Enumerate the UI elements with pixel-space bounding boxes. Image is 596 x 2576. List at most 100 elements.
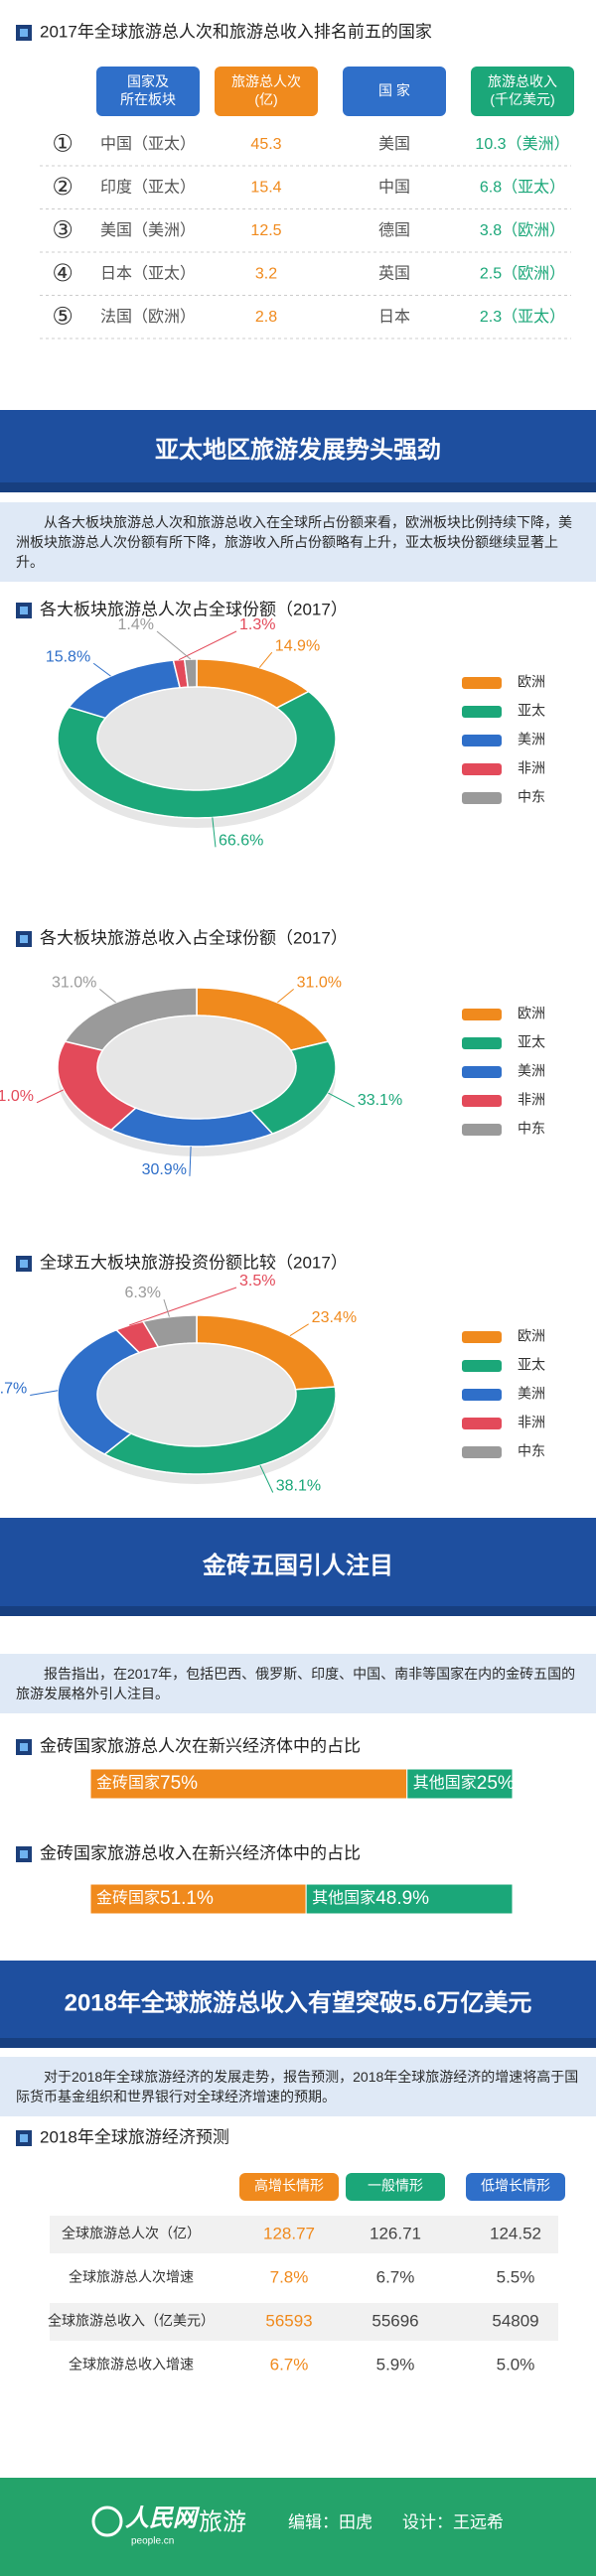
banner bbox=[0, 1961, 596, 2048]
legend-swatch bbox=[462, 1446, 502, 1458]
banner-shade bbox=[0, 1606, 596, 1616]
bar-label: 金砖国家51.1% bbox=[96, 1888, 214, 1909]
legend-label: 中东 bbox=[518, 789, 545, 805]
legend-label: 欧洲 bbox=[518, 674, 545, 690]
header-pill bbox=[96, 67, 200, 116]
footer bbox=[0, 2478, 596, 2576]
table-cell: 7.8% bbox=[270, 2267, 309, 2286]
row-label: 全球旅游总人次（亿） bbox=[62, 2226, 201, 2241]
legend-swatch bbox=[462, 1066, 502, 1078]
data-label: 28.7% bbox=[0, 1381, 27, 1398]
leader-line bbox=[163, 1298, 170, 1317]
data-label: 6.3% bbox=[124, 1285, 160, 1301]
bar-value-label: 51.1% bbox=[160, 1888, 214, 1909]
bar-label: 金砖国家75% bbox=[96, 1773, 198, 1794]
title-icon-inner bbox=[20, 607, 28, 614]
legend-label: 中东 bbox=[518, 1121, 545, 1137]
bar-segment bbox=[89, 1883, 307, 1915]
legend-swatch bbox=[462, 677, 502, 689]
header-label: 国家及所在板块 bbox=[120, 73, 176, 107]
legend-swatch bbox=[462, 706, 502, 718]
legend-label: 美洲 bbox=[518, 1063, 545, 1079]
table-cell: 56593 bbox=[265, 2311, 312, 2330]
leader-line bbox=[212, 817, 217, 848]
section-title: 全球五大板块旅游投资份额比较（2017） bbox=[40, 1253, 348, 1272]
row-label: 全球旅游总收入增速 bbox=[69, 2357, 194, 2373]
header-label: 一般情形 bbox=[368, 2178, 423, 2194]
leader-line bbox=[99, 988, 116, 1004]
legend-swatch bbox=[462, 1009, 502, 1020]
legend-label: 非洲 bbox=[518, 760, 545, 776]
leader-line bbox=[36, 1089, 65, 1104]
header-label: 旅游总人次 (亿) bbox=[231, 73, 301, 107]
banner-title: 亚太地区旅游发展势头强劲 bbox=[155, 436, 441, 464]
data-label: 14.9% bbox=[275, 637, 320, 654]
banner-shade bbox=[0, 2038, 596, 2048]
leader-line bbox=[328, 1092, 356, 1108]
rank: ③ bbox=[52, 216, 74, 243]
header-label: 旅游总收入 (千亿美元) bbox=[488, 73, 557, 107]
section-title: 各大板块旅游总人次占全球份额（2017） bbox=[40, 600, 348, 618]
donut-slice bbox=[141, 1314, 198, 1348]
data-label: 31.0% bbox=[52, 975, 96, 992]
table-cell: 45.3 bbox=[250, 136, 281, 153]
donut-slice bbox=[64, 987, 198, 1051]
header-line: 国家及 bbox=[127, 73, 169, 89]
legend-swatch bbox=[462, 1037, 502, 1049]
leader-line bbox=[92, 662, 111, 677]
legend-swatch bbox=[462, 1360, 502, 1372]
leader-line bbox=[277, 988, 294, 1004]
data-label: 31.0% bbox=[0, 1088, 34, 1105]
table-cell: 印度（亚太） bbox=[100, 179, 196, 197]
data-label: 38.1% bbox=[276, 1478, 321, 1495]
table-cell: 日本（亚太） bbox=[100, 265, 196, 283]
bar-value-label: 25% bbox=[477, 1773, 515, 1794]
rank: ④ bbox=[52, 260, 74, 287]
series-name: 金砖国家 bbox=[96, 1774, 160, 1792]
legend-label: 亚太 bbox=[518, 1357, 545, 1373]
legend-swatch bbox=[462, 763, 502, 775]
table-cell: 124.52 bbox=[490, 2224, 541, 2242]
leader-line bbox=[129, 1287, 237, 1326]
header-line: 旅游总收入 bbox=[488, 73, 557, 89]
table-cell: 2.8 bbox=[255, 309, 277, 326]
legend-label: 非洲 bbox=[518, 1092, 545, 1108]
header-label: 国 家 bbox=[378, 82, 410, 98]
leader-line bbox=[156, 630, 192, 660]
banner bbox=[0, 1518, 596, 1616]
leader-line bbox=[258, 651, 273, 668]
editor: 编辑：田虎 bbox=[288, 2512, 372, 2531]
section-title: 2018年全球旅游经济预测 bbox=[40, 2127, 229, 2146]
legend-swatch bbox=[462, 1095, 502, 1107]
table-cell: 10.3（美洲） bbox=[475, 135, 569, 153]
table-cell: 5.9% bbox=[376, 2355, 415, 2373]
legend-swatch bbox=[462, 1389, 502, 1401]
table-cell: 6.8（亚太） bbox=[480, 179, 565, 197]
section-title: 金砖国家旅游总收入在新兴经济体中的占比 bbox=[40, 1843, 361, 1862]
header-pill bbox=[239, 2173, 339, 2201]
title-icon-inner bbox=[20, 1260, 28, 1268]
table-cell: 美国 bbox=[378, 135, 410, 153]
title-icon-inner bbox=[20, 2134, 28, 2142]
legend-label: 欧洲 bbox=[518, 1006, 545, 1021]
data-label: 31.0% bbox=[297, 975, 342, 992]
header-pill bbox=[346, 2173, 445, 2201]
legend-label: 美洲 bbox=[518, 732, 545, 747]
header-line: 国 家 bbox=[378, 82, 410, 98]
table-cell: 3.8（欧洲） bbox=[480, 221, 565, 239]
row-label: 全球旅游总收入（亿美元） bbox=[48, 2313, 215, 2329]
table-cell: 128.77 bbox=[263, 2224, 315, 2242]
row-band bbox=[50, 2216, 558, 2253]
header-pill bbox=[343, 67, 446, 116]
legend-label: 亚太 bbox=[518, 1034, 545, 1050]
donut-slice bbox=[183, 658, 198, 688]
designer: 设计：王远希 bbox=[402, 2512, 504, 2531]
rank: ⑤ bbox=[52, 303, 74, 330]
header-line: (千亿美元) bbox=[490, 91, 554, 107]
banner-title: 金砖五国引人注目 bbox=[202, 1552, 393, 1579]
legend-label: 非洲 bbox=[518, 1415, 545, 1430]
legend-label: 亚太 bbox=[518, 703, 545, 719]
header-line: (亿) bbox=[254, 91, 277, 107]
data-label: 23.4% bbox=[312, 1309, 357, 1326]
